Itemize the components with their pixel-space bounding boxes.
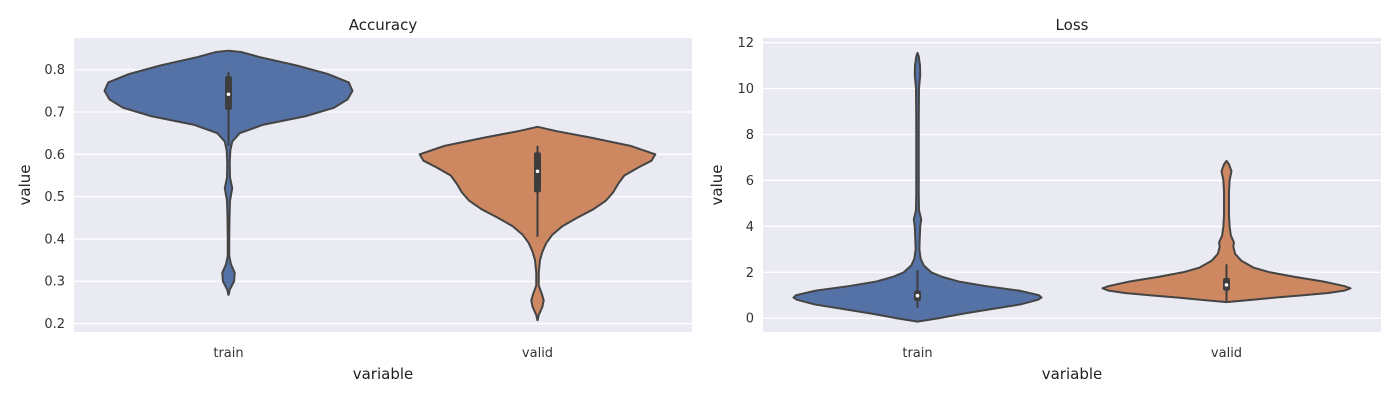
loss-x-tick-label: train: [902, 346, 932, 361]
accuracy-y-tick-label: 0.7: [44, 106, 65, 121]
accuracy-x-axis-label: variable: [353, 365, 414, 383]
loss-panel: 0 2 4 6 8 10 12 train valid Loss variable value: [708, 16, 1381, 383]
accuracy-x-ticks: train valid: [213, 346, 553, 361]
loss-violin-valid: [1101, 159, 1352, 304]
accuracy-y-tick-label: 0.8: [44, 63, 65, 78]
loss-x-axis-label: variable: [1042, 365, 1103, 383]
accuracy-y-tick-label: 0.6: [44, 148, 65, 163]
loss-median-dot-valid: [1224, 283, 1229, 287]
accuracy-x-tick-label: train: [213, 346, 243, 361]
loss-y-tick-label: 6: [746, 174, 754, 189]
accuracy-y-ticks: 0.2 0.3 0.4 0.5 0.6 0.7 0.8: [44, 63, 65, 332]
loss-y-tick-label: 0: [746, 312, 754, 327]
loss-violins: [792, 51, 1352, 323]
accuracy-y-tick-label: 0.4: [44, 232, 65, 247]
accuracy-y-tick-label: 0.2: [44, 317, 65, 332]
loss-y-tick-label: 4: [746, 220, 754, 235]
loss-y-tick-label: 8: [746, 128, 754, 143]
loss-violin-train: [792, 51, 1043, 323]
loss-y-tick-label: 2: [746, 266, 754, 281]
accuracy-median-dot-train: [226, 92, 231, 97]
loss-y-ticks: 0 2 4 6 8 10 12: [737, 36, 754, 327]
loss-x-ticks: train valid: [902, 346, 1242, 361]
accuracy-panel: 0.2 0.3 0.4 0.5 0.6 0.7 0.8 train valid Accurac…: [16, 16, 692, 383]
accuracy-gridlines: [74, 69, 692, 325]
loss-title: Loss: [1056, 16, 1089, 34]
loss-y-tick-label: 12: [737, 36, 754, 51]
accuracy-median-dot-valid: [535, 169, 540, 174]
loss-y-tick-label: 10: [737, 82, 754, 97]
accuracy-y-tick-label: 0.3: [44, 275, 65, 290]
accuracy-violins: [103, 49, 657, 322]
accuracy-violin-train: [103, 49, 354, 296]
loss-gridlines: [763, 41, 1381, 319]
accuracy-x-tick-label: valid: [522, 346, 553, 361]
accuracy-y-tick-label: 0.5: [44, 190, 65, 205]
loss-median-dot-train: [915, 293, 920, 298]
accuracy-title: Accuracy: [349, 16, 418, 34]
loss-y-axis-label: value: [708, 165, 726, 206]
loss-x-tick-label: valid: [1211, 346, 1242, 361]
accuracy-y-axis-label: value: [16, 165, 34, 206]
